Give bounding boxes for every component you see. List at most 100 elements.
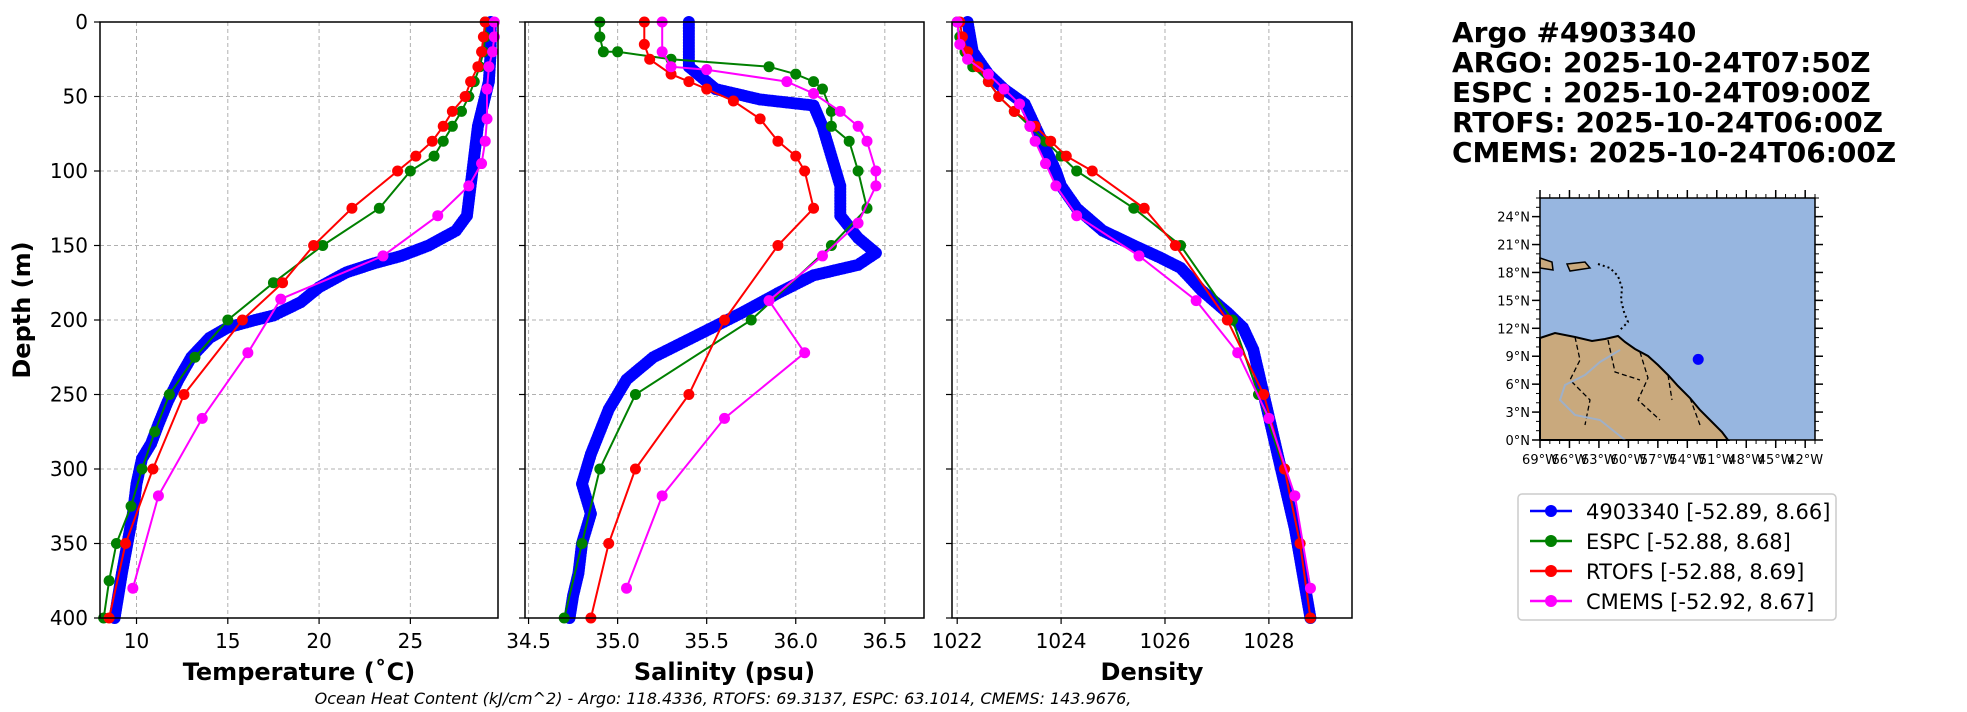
series-point-3 xyxy=(852,217,864,229)
x-tick-label: 1022 xyxy=(932,629,983,653)
map-lon-label: 63°W xyxy=(1581,453,1617,468)
series-point-3 xyxy=(152,490,164,502)
series-point-2 xyxy=(683,76,695,88)
map-lat-label: 3°N xyxy=(1506,406,1531,421)
map-lat-label: 24°N xyxy=(1497,211,1530,226)
y-tick-label: 350 xyxy=(50,532,88,556)
series-point-3 xyxy=(834,105,846,117)
series-line-1 xyxy=(102,22,487,619)
legend-marker xyxy=(1545,565,1557,577)
series-point-2 xyxy=(178,389,190,400)
series-point-3 xyxy=(1304,582,1316,594)
series-point-1 xyxy=(149,426,161,438)
series-point-3 xyxy=(998,83,1010,95)
series-point-3 xyxy=(861,135,873,147)
series-point-3 xyxy=(476,158,488,170)
series-point-1 xyxy=(629,389,641,400)
map-lat-label: 21°N xyxy=(1497,239,1530,254)
series-point-2 xyxy=(1086,165,1098,177)
series-point-1 xyxy=(1071,165,1083,177)
series-point-3 xyxy=(1190,295,1202,307)
location-map: 0°N 3°N 6°N 9°N 12°N 15°N 18°N 21°N 24°N 69°W66°W… xyxy=(1497,190,1823,468)
series-point-2 xyxy=(465,76,477,88)
y-axis-label: Depth (m) xyxy=(8,241,36,378)
series-point-1 xyxy=(125,500,137,512)
series-point-3 xyxy=(1263,412,1275,424)
series-point-1 xyxy=(594,31,606,43)
series-point-1 xyxy=(317,240,329,251)
x-tick-label: 36.0 xyxy=(773,629,818,653)
series-point-1 xyxy=(763,61,775,73)
series-point-2 xyxy=(772,240,784,251)
y-tick-label: 400 xyxy=(50,606,88,630)
series-point-2 xyxy=(410,150,422,162)
y-tick-label: 0 xyxy=(75,10,88,34)
legend-marker xyxy=(1545,535,1557,547)
y-tick-label: 300 xyxy=(50,457,88,481)
series-point-3 xyxy=(481,83,493,95)
series-point-1 xyxy=(267,277,279,289)
series-point-2 xyxy=(426,135,438,147)
series-point-2 xyxy=(683,389,695,400)
series-point-2 xyxy=(437,120,449,132)
x-axis-label: Temperature (˚C) xyxy=(183,658,416,686)
series-point-2 xyxy=(472,61,484,73)
x-tick-label: 25 xyxy=(398,629,423,653)
map-lat-label: 18°N xyxy=(1497,266,1530,281)
series-point-1 xyxy=(825,105,837,117)
series-point-2 xyxy=(476,46,488,58)
series-point-2 xyxy=(147,463,159,475)
series-point-1 xyxy=(1128,202,1140,214)
ocean-heat-content-footer: Ocean Heat Content (kJ/cm^2) - Argo: 118… xyxy=(315,689,1132,708)
x-tick-label: 34.5 xyxy=(506,629,551,653)
map-lat-label: 9°N xyxy=(1506,350,1531,365)
title-line: CMEMS: 2025-10-24T06:00Z xyxy=(1452,136,1896,169)
series-point-1 xyxy=(825,120,837,132)
series-point-1 xyxy=(597,46,609,58)
series-point-1 xyxy=(163,389,175,400)
series-point-3 xyxy=(870,180,882,192)
series-point-2 xyxy=(446,105,458,117)
series-point-3 xyxy=(656,46,668,58)
map-land-south-america xyxy=(1539,331,1730,441)
series-point-3 xyxy=(488,31,500,43)
series-point-1 xyxy=(576,538,588,549)
legend: 4903340 [-52.89, 8.66] ESPC [-52.88, 8.68… xyxy=(1517,493,1837,621)
series-point-3 xyxy=(1289,490,1301,502)
series-point-2 xyxy=(808,202,820,214)
series-point-3 xyxy=(1014,98,1026,110)
series-point-2 xyxy=(638,38,650,50)
series-point-3 xyxy=(808,88,820,100)
y-tick-label: 250 xyxy=(50,383,88,407)
series-point-3 xyxy=(1232,347,1244,359)
series-point-2 xyxy=(1138,202,1150,214)
series-point-2 xyxy=(120,538,132,549)
x-tick-label: 1024 xyxy=(1036,629,1087,653)
series-line-3 xyxy=(625,22,877,589)
series-point-1 xyxy=(428,150,440,162)
series-point-3 xyxy=(463,180,475,192)
map-rivers xyxy=(1558,349,1626,441)
map-lon-label: 48°W xyxy=(1728,453,1764,468)
y-tick-label: 50 xyxy=(63,85,88,109)
series-point-2 xyxy=(772,135,784,147)
y-tick-label: 100 xyxy=(50,159,88,183)
title-line: Argo #4903340 xyxy=(1452,16,1696,49)
series-point-3 xyxy=(816,250,828,262)
x-tick-label: 10 xyxy=(124,629,149,653)
series-point-2 xyxy=(727,95,739,107)
series-point-2 xyxy=(236,314,248,326)
series-point-3 xyxy=(483,61,495,73)
map-lon-label: 42°W xyxy=(1787,453,1823,468)
series-line-3 xyxy=(131,22,496,589)
series-point-2 xyxy=(603,538,615,549)
x-tick-label: 36.5 xyxy=(863,629,908,653)
series-point-2 xyxy=(799,165,811,177)
legend-box xyxy=(1517,493,1837,621)
series-point-3 xyxy=(487,46,499,58)
series-point-3 xyxy=(242,347,254,359)
series-point-3 xyxy=(275,293,287,305)
map-ticks: 0°N 3°N 6°N 9°N 12°N 15°N 18°N 21°N 24°N 69°W66°W… xyxy=(1497,190,1823,468)
map-lat-label: 12°N xyxy=(1497,322,1530,337)
